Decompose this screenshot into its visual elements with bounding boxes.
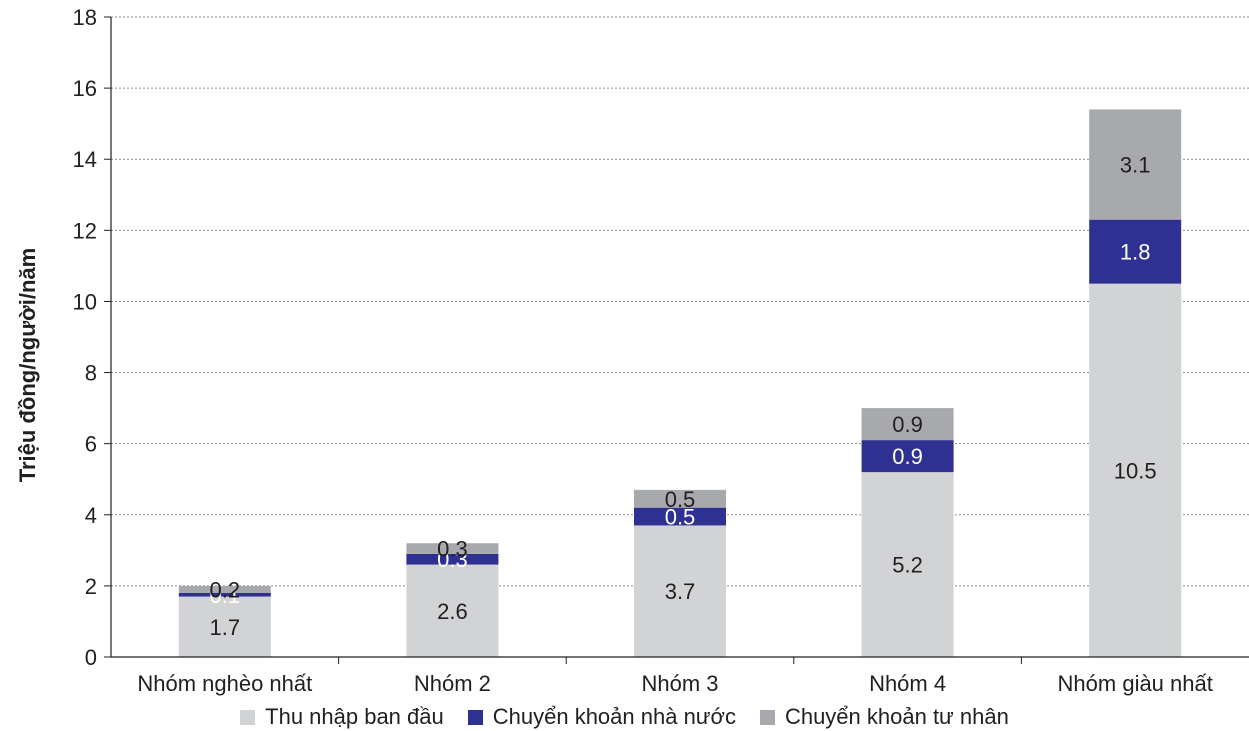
data-label: 0.5 [665, 487, 696, 512]
tick-labels: 0 2 4 6 8 10 12 14 16 18 Nhóm nghèo nhất Nhóm 2 Nhóm… [73, 5, 1213, 696]
data-label: 0.3 [437, 537, 468, 562]
bar-segment [634, 507, 726, 526]
legend-label: Thu nhập ban đầu [265, 704, 444, 729]
legend-item: Chuyển khoản nhà nước [467, 704, 736, 730]
bar-segment [178, 593, 271, 597]
data-label: 5.2 [892, 553, 923, 578]
y-tick-label: 12 [73, 218, 97, 243]
y-tick-label: 6 [85, 432, 97, 457]
data-label: 3.7 [665, 579, 696, 604]
data-label: 2.6 [437, 599, 468, 624]
data-label: 0.9 [892, 412, 923, 437]
legend-swatch [759, 709, 775, 725]
legend: Thu nhập ban đầu Chuyển khoản nhà nước Chu… [0, 704, 1249, 730]
bar-segment [1089, 283, 1182, 657]
x-tick-label: Nhóm nghèo nhất [137, 671, 312, 696]
bar-segment [634, 525, 726, 657]
y-tick-label: 16 [73, 76, 97, 101]
bars: 1.70.10.22.60.30.33.70.50.55.20.90.910.5… [178, 109, 1182, 657]
bar-segment [178, 585, 271, 593]
x-tick-label: Nhóm 2 [414, 671, 491, 696]
y-tick-label: 10 [73, 289, 97, 314]
bar-segment [178, 596, 271, 657]
bar-segment [406, 564, 499, 657]
legend-swatch [467, 709, 483, 725]
bar-segment [1089, 109, 1182, 220]
legend-item: Chuyển khoản tư nhân [759, 704, 1009, 730]
legend-swatch [240, 709, 256, 725]
x-tick-label: Nhóm giàu nhất [1058, 671, 1213, 696]
bar-segment [406, 543, 499, 554]
axes [104, 16, 1249, 664]
x-tick-label: Nhóm 3 [641, 671, 718, 696]
data-label: 1.8 [1120, 240, 1151, 265]
data-label: 0.9 [892, 444, 923, 469]
y-tick-label: 0 [85, 645, 97, 670]
bar-segment [1089, 219, 1182, 284]
data-label: 3.1 [1120, 153, 1151, 178]
bar-segment [861, 472, 954, 657]
y-tick-label: 4 [85, 503, 97, 528]
bar-segment [861, 440, 954, 473]
legend-label: Chuyển khoản nhà nước [492, 704, 736, 729]
x-tick-label: Nhóm 4 [869, 671, 946, 696]
bar-segment [861, 408, 954, 441]
data-label: 1.7 [210, 615, 241, 640]
legend-label: Chuyển khoản tư nhân [784, 704, 1009, 729]
y-tick-label: 8 [85, 361, 97, 386]
y-tick-label: 2 [85, 574, 97, 599]
data-label: 0.5 [665, 505, 696, 530]
data-label: 10.5 [1114, 458, 1157, 483]
data-label: 0.2 [210, 577, 241, 602]
y-tick-label: 18 [73, 5, 97, 30]
y-axis-label: Triệu đồng/người/năm [15, 247, 40, 483]
legend-item: Thu nhập ban đầu [240, 704, 444, 730]
gridlines [111, 16, 1249, 587]
bar-segment [406, 553, 499, 565]
y-tick-label: 14 [73, 147, 97, 172]
bar-segment [634, 489, 726, 508]
